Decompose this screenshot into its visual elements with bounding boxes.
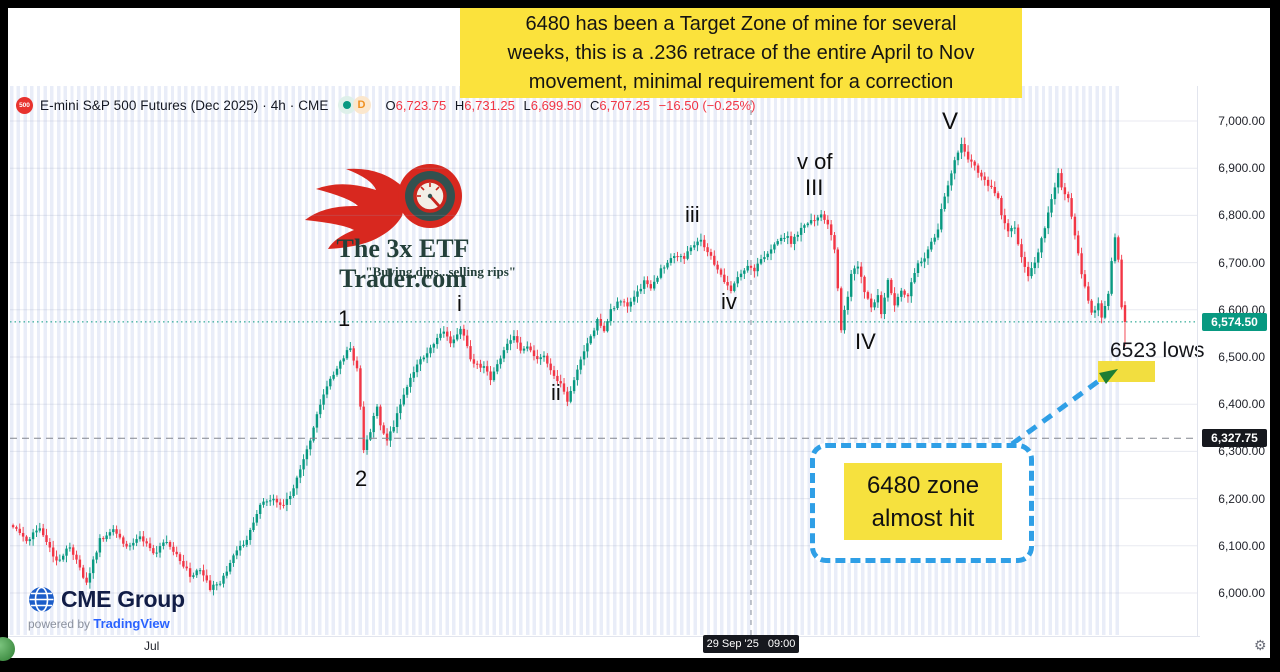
low-value: 6,699.50 bbox=[530, 97, 582, 113]
watermark-tagline: "Buying dips...selling rips" bbox=[365, 264, 516, 279]
ohlc-readout: O6,723.75 H6,731.25 L6,699.50 C6,707.25 … bbox=[381, 98, 756, 113]
wave-label-1[interactable]: 1 bbox=[338, 306, 351, 331]
arrowhead-icon bbox=[1099, 369, 1118, 384]
close-value: 6,707.25 bbox=[599, 97, 650, 113]
price-tick: 7,000.00 bbox=[1218, 114, 1265, 128]
price-tick: 6,900.00 bbox=[1218, 161, 1265, 175]
target-zone-note[interactable]: 6480 has been a Target Zone of mine for … bbox=[460, 8, 1022, 98]
price-axis[interactable]: 7,000.00 6,900.00 6,800.00 6,700.00 6,600.00… bbox=[1197, 86, 1270, 636]
powered-by-label: powered by bbox=[28, 617, 91, 631]
high-label: H bbox=[454, 97, 465, 113]
flaming-wheel-icon bbox=[305, 164, 462, 249]
open-value: 6,723.75 bbox=[395, 97, 447, 113]
watermark-title: The 3x ETF Trader.com bbox=[336, 234, 470, 293]
wave-label-iv[interactable]: iv bbox=[721, 289, 737, 314]
crosshair-date: 29 Sep '25 bbox=[706, 638, 759, 650]
callout-line-2: almost hit bbox=[871, 504, 975, 532]
price-tick: 6,800.00 bbox=[1218, 208, 1265, 222]
settings-gear-icon[interactable]: ⚙ bbox=[1254, 637, 1267, 653]
time-axis-border bbox=[8, 636, 1200, 637]
3x-etf-trader-logo: The 3x ETF Trader.com "Buying dips...sel… bbox=[288, 150, 518, 293]
price-tick: 6,400.00 bbox=[1218, 397, 1265, 411]
low-label: L bbox=[523, 97, 531, 113]
wave-label-iii[interactable]: iii bbox=[685, 202, 700, 227]
note-line-1: 6480 has been a Target Zone of mine for … bbox=[525, 12, 957, 35]
price-axis-border bbox=[1197, 86, 1198, 636]
wave-label-V[interactable]: V bbox=[942, 108, 959, 135]
high-value: 6,731.25 bbox=[464, 97, 515, 113]
wave-label-IV[interactable]: IV bbox=[855, 329, 876, 354]
cme-brand: CME Group powered by TradingView bbox=[28, 586, 185, 631]
wave-label-i[interactable]: i bbox=[457, 291, 462, 316]
market-status: D bbox=[337, 96, 371, 114]
callout-text: 6480 zone almost hit bbox=[844, 463, 1002, 540]
chat-widget-button[interactable] bbox=[0, 637, 15, 661]
price-tick: 6,700.00 bbox=[1218, 256, 1265, 270]
level-price-badge: 6,327.75 bbox=[1202, 429, 1267, 447]
note-line-2: weeks, this is a .236 retrace of the ent… bbox=[507, 41, 975, 64]
sp500-logo-icon: 500 bbox=[16, 96, 33, 114]
lows-label[interactable]: 6523 lows bbox=[1110, 339, 1205, 362]
market-open-dot-icon bbox=[337, 96, 356, 114]
price-tick: 6,500.00 bbox=[1218, 350, 1265, 364]
callout-line-1: 6480 zone bbox=[866, 471, 980, 499]
symbol-header: 500 E-mini S&P 500 Futures (Dec 2025) · … bbox=[16, 95, 755, 115]
wave-label-ii[interactable]: ii bbox=[551, 380, 561, 405]
tradingview-link[interactable]: TradingView bbox=[93, 616, 170, 631]
delayed-data-icon[interactable]: D bbox=[352, 96, 371, 114]
price-tick: 6,000.00 bbox=[1218, 586, 1265, 600]
wave-label-III[interactable]: III bbox=[805, 175, 824, 200]
crosshair-date-badge: 29 Sep '25 09:00 bbox=[703, 635, 799, 653]
open-label: O bbox=[385, 97, 396, 113]
lows-highlight[interactable] bbox=[1098, 361, 1155, 382]
change-value: −16.50 (−0.25%) bbox=[658, 97, 756, 113]
last-price-badge: 6,574.50 bbox=[1202, 313, 1267, 331]
price-tick: 6,200.00 bbox=[1218, 492, 1265, 506]
wave-label-v-of[interactable]: v of bbox=[797, 149, 833, 174]
globe-icon bbox=[29, 586, 54, 613]
callout-box[interactable]: 6480 zone almost hit bbox=[810, 443, 1034, 563]
brand-name[interactable]: CME Group bbox=[61, 586, 185, 612]
price-tick: 6,100.00 bbox=[1218, 539, 1265, 553]
crosshair-time: 09:00 bbox=[767, 638, 796, 650]
symbol-title[interactable]: E-mini S&P 500 Futures (Dec 2025) · 4h ·… bbox=[40, 97, 329, 113]
time-axis[interactable]: Jul 29 Sep '25 09:00 ⚙ bbox=[8, 635, 1270, 658]
callout-arrow[interactable] bbox=[1000, 355, 1130, 455]
month-label: Jul bbox=[144, 639, 160, 653]
wave-label-2[interactable]: 2 bbox=[355, 466, 368, 491]
close-label: C bbox=[589, 97, 600, 113]
note-line-3: movement, minimal requirement for a corr… bbox=[528, 70, 954, 93]
price-tick: 6,300.00 bbox=[1218, 444, 1265, 458]
